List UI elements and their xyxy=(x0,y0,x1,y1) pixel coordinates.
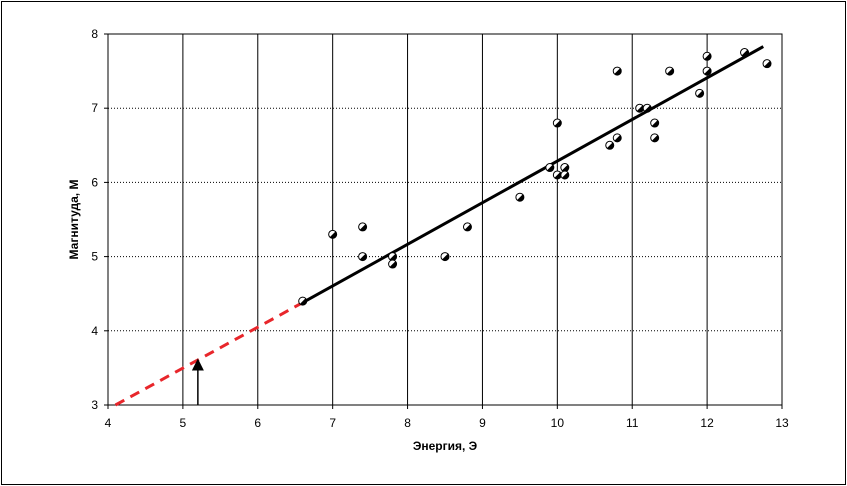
data-point xyxy=(298,296,308,306)
data-point xyxy=(665,66,675,76)
data-point xyxy=(328,229,338,239)
y-tick-label: 4 xyxy=(91,324,98,338)
data-point xyxy=(612,133,622,143)
data-point xyxy=(545,163,555,173)
data-point xyxy=(650,133,660,143)
data-point xyxy=(388,259,398,269)
data-point xyxy=(440,252,450,262)
x-tick-label: 7 xyxy=(329,416,336,430)
x-tick-label: 8 xyxy=(404,416,411,430)
y-tick-label: 6 xyxy=(91,175,98,189)
data-point xyxy=(462,222,472,232)
data-point xyxy=(740,48,750,58)
x-tick-label: 5 xyxy=(180,416,187,430)
y-axis-title: Магнитуда, М xyxy=(67,180,81,260)
data-point xyxy=(605,140,615,150)
data-point xyxy=(642,103,652,113)
data-point xyxy=(702,51,712,61)
y-tick-label: 3 xyxy=(91,398,98,412)
data-point xyxy=(560,170,570,180)
x-tick-label: 10 xyxy=(551,416,565,430)
x-tick-label: 12 xyxy=(700,416,714,430)
data-point xyxy=(358,252,368,262)
y-tick-label: 8 xyxy=(91,27,98,41)
y-tick-label: 5 xyxy=(91,250,98,264)
data-point xyxy=(515,192,525,202)
extrapolation-line xyxy=(114,301,304,407)
data-point xyxy=(552,118,562,128)
data-point xyxy=(650,118,660,128)
data-points xyxy=(298,48,772,306)
x-tick-label: 9 xyxy=(479,416,486,430)
grid-lines xyxy=(107,33,783,406)
x-tick-label: 11 xyxy=(626,416,639,430)
data-point xyxy=(358,222,368,232)
data-point xyxy=(702,66,712,76)
x-axis-title: Энергия, Э xyxy=(413,439,478,453)
fit-line xyxy=(301,45,765,304)
x-tick-label: 4 xyxy=(105,416,112,430)
y-axis-ticks: 3 4 5 6 7 8 xyxy=(91,27,108,412)
data-point xyxy=(762,59,772,69)
y-tick-label: 7 xyxy=(91,101,98,115)
x-tick-label: 13 xyxy=(775,416,789,430)
x-axis-ticks: 4 5 6 7 8 9 10 11 12 13 xyxy=(105,405,789,430)
x-tick-label: 6 xyxy=(254,416,261,430)
plot-area xyxy=(107,33,783,406)
data-point xyxy=(612,66,622,76)
data-point xyxy=(695,88,705,98)
